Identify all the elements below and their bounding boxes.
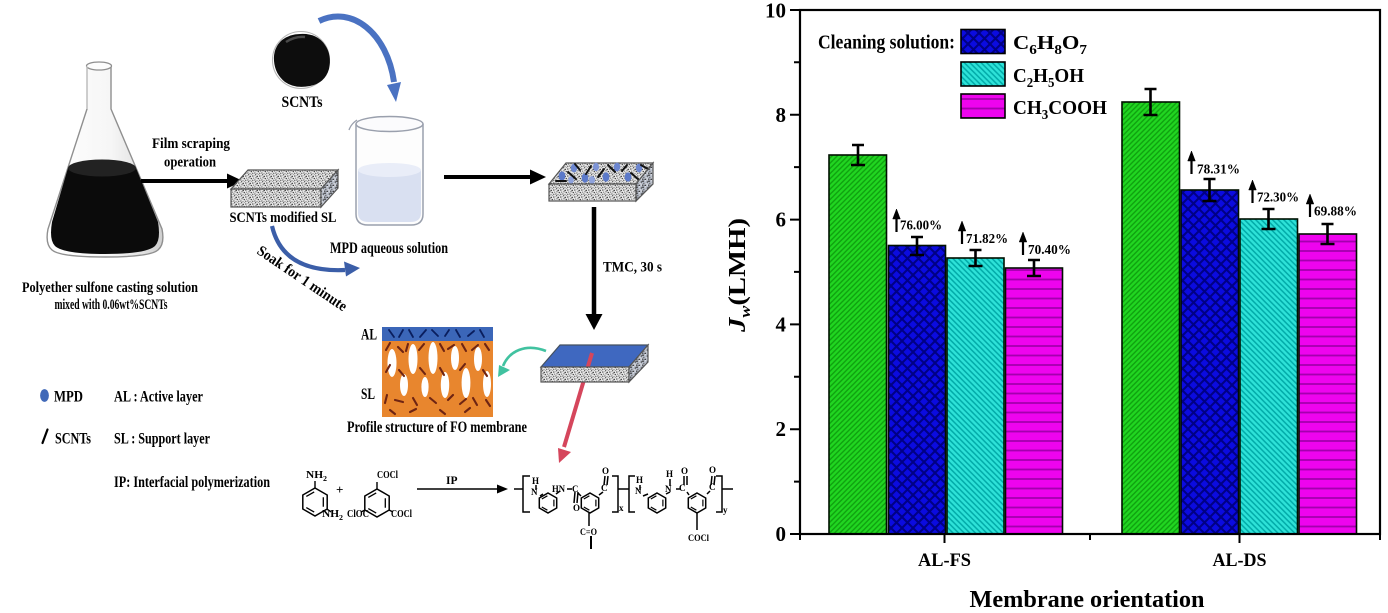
svg-text:10: 10 bbox=[765, 0, 786, 23]
svg-text:IP: IP bbox=[446, 475, 458, 487]
svg-text:C2H5OH: C2H5OH bbox=[1013, 65, 1084, 90]
svg-text:HN: HN bbox=[552, 484, 565, 494]
svg-text:CH3COOH: CH3COOH bbox=[1013, 97, 1107, 122]
svg-text:72.30%: 72.30% bbox=[1257, 190, 1299, 205]
svg-text:O: O bbox=[709, 465, 716, 475]
svg-text:H: H bbox=[636, 475, 643, 485]
svg-text:+: + bbox=[336, 482, 343, 497]
svg-text:NH2: NH 2 bbox=[322, 509, 344, 522]
svg-text:C: C bbox=[709, 482, 716, 492]
svg-text:Membrane orientation: Membrane orientation bbox=[970, 587, 1205, 613]
svg-text:AL-FS: AL-FS bbox=[918, 550, 971, 571]
svg-text:C: C bbox=[572, 484, 579, 494]
svg-text:O: O bbox=[681, 466, 688, 476]
svg-text:76.00%: 76.00% bbox=[900, 218, 942, 233]
svg-text:x: x bbox=[619, 503, 624, 513]
svg-text:Jw(LMH): Jw(LMH) bbox=[725, 218, 754, 333]
svg-text:COCl: COCl bbox=[377, 470, 398, 481]
svg-text:C=O: C=O bbox=[580, 527, 597, 537]
svg-text:SL: SL bbox=[361, 386, 375, 403]
svg-text:AL: AL bbox=[361, 327, 377, 344]
svg-text:8: 8 bbox=[776, 103, 787, 127]
svg-text:N: N bbox=[531, 487, 538, 497]
svg-text:Profile structure of FO membra: Profile structure of FO membrane bbox=[347, 419, 527, 436]
svg-text:Film scraping: Film scraping bbox=[152, 136, 230, 152]
svg-text:C: C bbox=[679, 483, 686, 493]
svg-text:operation: operation bbox=[164, 155, 217, 171]
svg-text:N: N bbox=[635, 486, 642, 496]
svg-text:H: H bbox=[532, 476, 539, 486]
svg-text:COCl: COCl bbox=[688, 533, 709, 543]
svg-text:MPD aqueous solution: MPD aqueous solution bbox=[330, 240, 448, 257]
svg-text:Polyether sulfone casting solu: Polyether sulfone casting solution bbox=[22, 280, 198, 296]
svg-text:COCl: COCl bbox=[391, 509, 412, 520]
svg-text:Cleaning solution:: Cleaning solution: bbox=[818, 32, 955, 54]
svg-text:SCNTs: SCNTs bbox=[282, 94, 323, 111]
svg-text:70.40%: 70.40% bbox=[1028, 242, 1071, 257]
svg-text:y: y bbox=[723, 505, 728, 515]
svg-text:SCNTs: SCNTs bbox=[55, 431, 91, 448]
svg-text:O: O bbox=[602, 466, 609, 476]
svg-text:69.88%: 69.88% bbox=[1314, 204, 1357, 219]
svg-text:H: H bbox=[666, 469, 673, 479]
svg-text:N: N bbox=[665, 484, 672, 494]
svg-text:IP: Interfacial polymerization: IP: Interfacial polymerization bbox=[114, 474, 270, 491]
svg-text:mixed with 0.06wt%SCNTs: mixed with 0.06wt%SCNTs bbox=[55, 297, 168, 313]
svg-text:71.82%: 71.82% bbox=[966, 231, 1008, 246]
svg-text:0: 0 bbox=[776, 522, 787, 546]
svg-text:2: 2 bbox=[776, 417, 787, 441]
svg-text:SL : Support layer: SL : Support layer bbox=[114, 431, 210, 448]
svg-text:AL : Active layer: AL : Active layer bbox=[114, 389, 203, 406]
svg-text:6: 6 bbox=[776, 208, 787, 232]
svg-text:NH2: NH 2 bbox=[306, 470, 328, 483]
svg-text:MPD: MPD bbox=[54, 389, 83, 406]
svg-text:O: O bbox=[573, 503, 580, 513]
svg-text:4: 4 bbox=[776, 312, 787, 336]
svg-text:ClOC: ClOC bbox=[347, 509, 369, 520]
svg-text:AL-DS: AL-DS bbox=[1213, 550, 1267, 571]
svg-text:SCNTs modified SL: SCNTs modified SL bbox=[230, 210, 337, 226]
svg-text:TMC, 30 s: TMC, 30 s bbox=[603, 260, 662, 276]
svg-text:C: C bbox=[601, 483, 608, 493]
svg-text:78.31%: 78.31% bbox=[1197, 162, 1240, 177]
